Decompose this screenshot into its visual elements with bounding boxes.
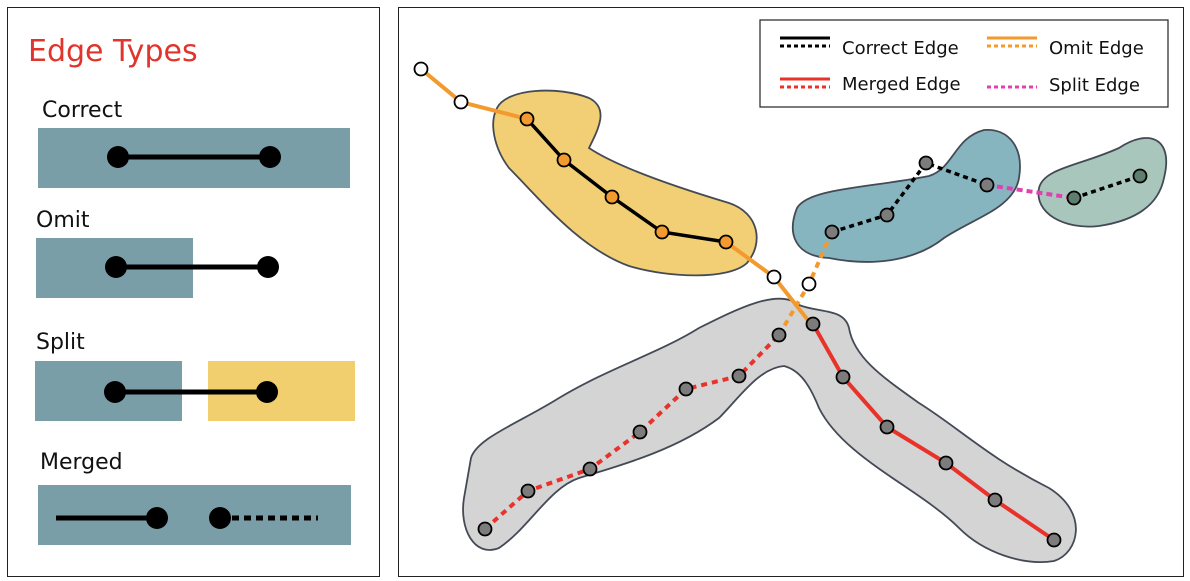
node-gray <box>938 455 954 471</box>
omit-node-b <box>257 256 279 278</box>
node-gray <box>987 492 1003 508</box>
node-gray <box>879 419 895 435</box>
omit-label: Omit <box>36 208 90 233</box>
node-gray <box>477 521 493 537</box>
node-gray <box>979 177 995 193</box>
node-orange <box>556 152 572 168</box>
node-green <box>1066 190 1082 206</box>
merged-label: Merged <box>40 450 123 475</box>
node-gray <box>678 381 694 397</box>
node-gray <box>632 424 648 440</box>
correct-node-a <box>107 146 129 168</box>
legend-merged-label: Merged Edge <box>842 74 961 95</box>
node-gray <box>918 155 934 171</box>
correct-edge-green <box>1073 174 1141 200</box>
green-region-nodes <box>1066 168 1148 206</box>
node-gray <box>835 369 851 385</box>
split-node-b <box>256 381 278 403</box>
node-gray <box>582 461 598 477</box>
node-white <box>801 276 817 292</box>
node-gray <box>520 483 536 499</box>
node-orange <box>519 111 535 127</box>
node-white <box>766 269 782 285</box>
node-orange <box>604 189 620 205</box>
correct-label: Correct <box>42 98 123 123</box>
node-white <box>413 61 429 77</box>
legend-split-label: Split Edge <box>1049 75 1140 96</box>
node-gray <box>1046 532 1062 548</box>
merged-box <box>38 485 351 545</box>
omit-node-a <box>105 256 127 278</box>
node-orange <box>718 234 734 250</box>
yellow-region-nodes <box>519 111 734 250</box>
green-region <box>1037 137 1168 228</box>
merged-edge-solid-red <box>811 323 1056 542</box>
graph-diagram: Correct Edge Omit Edge Merged Edge Split… <box>413 19 1169 563</box>
gray-nodes <box>477 155 1062 548</box>
node-white <box>453 94 469 110</box>
yellow-region <box>492 89 758 277</box>
edge-types-panel: Edge Types Correct Omit Split Merged <box>7 7 380 577</box>
node-gray <box>771 327 787 343</box>
split-label: Split <box>36 330 85 355</box>
correct-node-b <box>259 146 281 168</box>
node-gray <box>805 316 821 332</box>
legend: Correct Edge Omit Edge Merged Edge Split… <box>759 19 1169 108</box>
split-node-a <box>104 381 126 403</box>
legend-box <box>759 19 1169 108</box>
split-edge-magenta <box>986 183 1075 200</box>
graph-panel: Correct Edge Omit Edge Merged Edge Split… <box>398 7 1184 577</box>
node-gray <box>824 224 840 240</box>
edge-types-title: Edge Types <box>28 34 198 69</box>
merged-node-a <box>146 507 168 529</box>
correct-edge-blue <box>831 160 988 234</box>
legend-correct-label: Correct Edge <box>842 38 959 59</box>
legend-omit-label: Omit Edge <box>1049 38 1144 59</box>
node-orange <box>654 224 670 240</box>
unassigned-nodes <box>413 61 817 292</box>
edge-types-illustration <box>35 128 355 545</box>
node-green <box>1132 168 1148 184</box>
gray-region <box>462 297 1077 563</box>
node-gray <box>879 207 895 223</box>
node-gray <box>731 368 747 384</box>
